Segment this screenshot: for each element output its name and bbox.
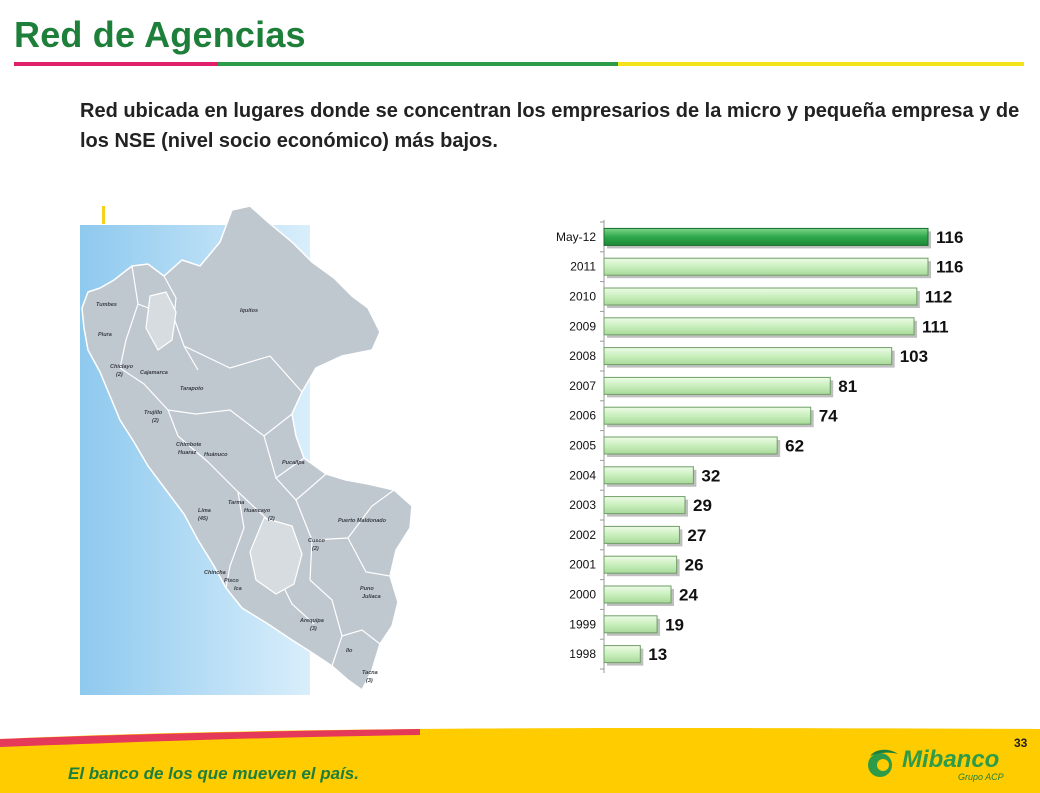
map-label-tacna: Tacna <box>362 670 378 676</box>
map-label-trujillo: Trujillo <box>144 410 163 416</box>
map-label-ica: Ica <box>234 586 242 592</box>
category-label: 2011 <box>570 260 596 274</box>
category-label: 2003 <box>569 498 596 512</box>
map-label-tarapoto: Tarapoto <box>180 386 204 392</box>
map-label-pisco: Pisco <box>224 578 239 584</box>
map-label-chincha: Chincha <box>204 570 226 576</box>
data-label: 112 <box>925 288 952 307</box>
map-label-puno: Puno <box>360 586 374 592</box>
category-label: 2008 <box>569 349 596 363</box>
mibanco-group-label: Grupo ACP <box>958 772 1004 782</box>
slide-subtitle: Red ubicada en lugares donde se concentr… <box>80 100 1020 152</box>
data-label: 24 <box>679 586 698 605</box>
slide-title: Red de Agencias <box>14 14 306 55</box>
bar <box>603 615 658 634</box>
map-label-tarma: Tarma <box>228 500 244 506</box>
data-label: 74 <box>819 407 838 426</box>
bar <box>603 317 915 336</box>
map-yellow-marker <box>102 206 105 224</box>
title-rule-green <box>218 62 618 66</box>
map-label-chimbote: Chimbote <box>176 442 201 448</box>
map-label-huancayo-count: (2) <box>268 516 275 522</box>
data-label: 111 <box>922 317 949 336</box>
page-number: 33 <box>1014 736 1028 750</box>
map-label-lima: Lima <box>198 508 211 514</box>
title-rule-magenta <box>14 62 218 66</box>
data-label: 62 <box>785 437 804 456</box>
data-label: 27 <box>687 526 706 545</box>
region-highlight-north <box>145 291 177 351</box>
bar <box>603 406 812 425</box>
map-label-tacna-count: (3) <box>366 678 373 684</box>
map-label-huancayo: Huancayo <box>244 508 271 514</box>
category-label: 2004 <box>569 468 596 482</box>
bar <box>603 585 672 604</box>
category-label: 2002 <box>569 528 596 542</box>
data-label: 81 <box>838 377 857 396</box>
map-label-chiclayo: Chiclayo <box>110 364 134 370</box>
bar <box>603 376 831 395</box>
category-label: 2001 <box>569 558 596 572</box>
map-label-piura: Piura <box>98 332 112 338</box>
data-label: 103 <box>900 347 928 366</box>
map-label-cusco: Cusco <box>308 538 325 544</box>
footer-slogan: El banco de los que mueven el país. <box>68 764 359 783</box>
map-label-huanuco: Huánuco <box>204 452 228 458</box>
data-label: 26 <box>685 556 704 575</box>
category-label: May-12 <box>556 230 596 244</box>
category-label: 2009 <box>569 319 596 333</box>
map-label-pucallpa: Pucallpa <box>282 460 305 466</box>
category-label: 1998 <box>569 647 596 661</box>
mibanco-leaf-icon <box>868 749 898 777</box>
category-label: 2006 <box>569 409 596 423</box>
region-highlight <box>249 517 303 595</box>
map-label-puerto-maldonado: Puerto Maldonado <box>338 518 387 524</box>
data-label: 116 <box>936 228 963 247</box>
map-label-cajamarca: Cajamarca <box>140 370 168 376</box>
bar <box>603 645 641 664</box>
title-rule-yellow <box>618 62 1024 66</box>
category-label: 1999 <box>569 617 596 631</box>
map-label-cusco-count: (2) <box>312 546 319 552</box>
bar <box>603 347 893 366</box>
mibanco-wordmark: Mibanco <box>902 746 1000 773</box>
bar <box>603 555 678 574</box>
data-label: 19 <box>665 615 684 634</box>
category-label: 2007 <box>569 379 596 393</box>
map-label-ilo: Ilo <box>346 648 353 654</box>
bar <box>603 287 918 306</box>
map-label-arequipa: Arequipa <box>299 618 324 624</box>
map-label-arequipa-count: (3) <box>310 626 317 632</box>
map-label-juliaca: Juliaca <box>362 594 381 600</box>
agencies-bar-chart: May-12 116 2011 116 2010 112 2009 111 2008 103 200… <box>556 220 963 673</box>
map-label-lima-count: (45) <box>198 516 208 522</box>
peru-map: Tumbes Piura Chiclayo (2) Cajamarca Truj… <box>80 205 413 695</box>
data-label: 116 <box>936 258 963 277</box>
data-label: 13 <box>648 645 667 664</box>
bar <box>603 257 929 276</box>
category-label: 2000 <box>569 588 596 602</box>
map-label-tumbes: Tumbes <box>96 302 117 308</box>
map-label-chiclayo-count: (2) <box>116 372 123 378</box>
category-label: 2005 <box>569 439 596 453</box>
mibanco-logo: Mibanco Grupo ACP <box>866 746 1016 788</box>
footer-band <box>0 728 1040 793</box>
bar <box>603 227 929 246</box>
map-label-trujillo-count: (2) <box>152 418 159 424</box>
category-label: 2010 <box>569 290 596 304</box>
data-label: 29 <box>693 496 712 515</box>
bar <box>603 525 680 544</box>
data-label: 32 <box>701 466 720 485</box>
map-label-huaraz: Huaraz <box>178 450 197 456</box>
bar <box>603 436 778 455</box>
bar <box>603 466 694 485</box>
map-label-iquitos: Iquitos <box>240 308 258 314</box>
bar <box>603 496 686 515</box>
